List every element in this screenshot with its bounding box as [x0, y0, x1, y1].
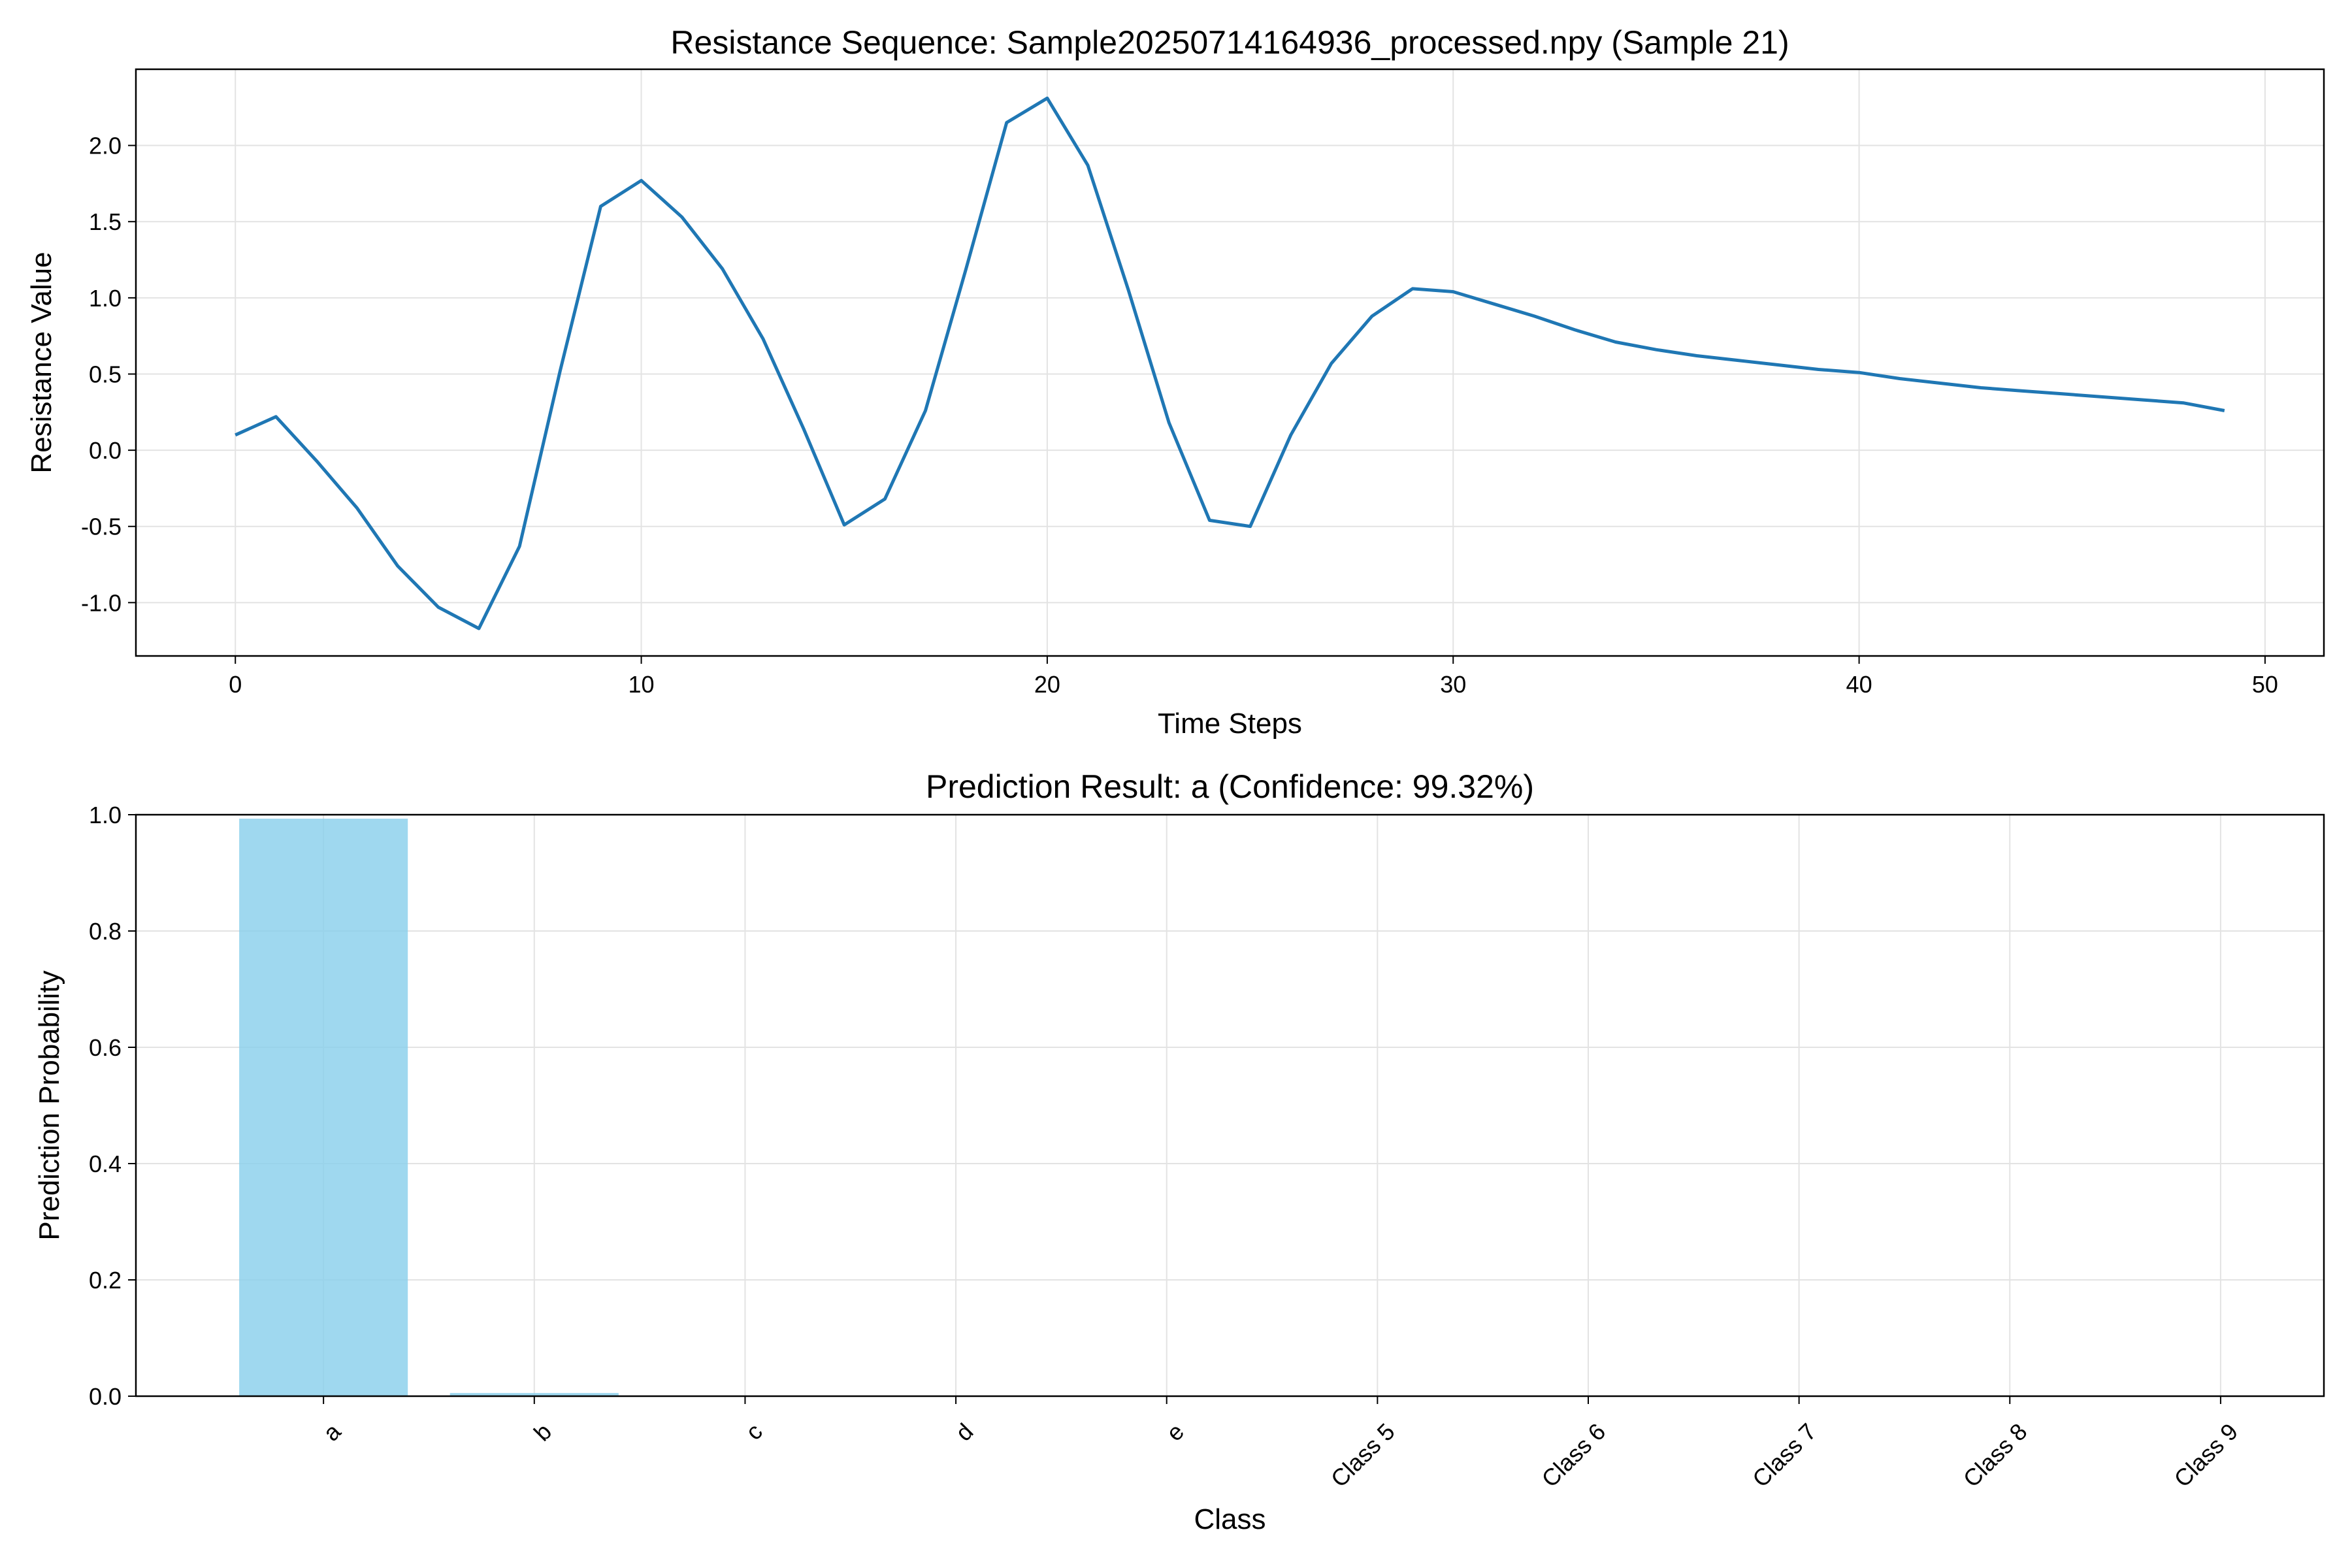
y-tick-label: 1.0: [89, 802, 122, 828]
y-tick-label: -0.5: [81, 514, 122, 540]
y-tick-label: 0.0: [89, 1383, 122, 1410]
prediction-bars: [239, 819, 2095, 1396]
y-tick-label: 2.0: [89, 133, 122, 159]
line-chart-x-axis-label: Time Steps: [1158, 708, 1302, 740]
y-tick-label: 0.2: [89, 1267, 122, 1294]
line-chart-frame: [135, 68, 2325, 657]
x-tick-label: 40: [1846, 671, 1872, 698]
y-tick-label: 0.6: [89, 1034, 122, 1061]
bar-b: [449, 1393, 619, 1396]
bar-a: [239, 819, 408, 1396]
bar-chart-frame: [135, 813, 2325, 1397]
y-tick-label: 0.5: [89, 361, 122, 387]
line-chart-y-axis-label: Resistance Value: [25, 252, 57, 473]
x-tick-label: 0: [229, 671, 242, 698]
y-tick-label: -1.0: [81, 589, 122, 616]
x-tick-label: 10: [629, 671, 655, 698]
resistance-sequence-chart: 0 10 20 30 40 50 -1.0 -0.5 0.0 0.5 1.0 1.5 2.0 Resis…: [25, 24, 2325, 740]
bar-chart-x-axis-label: Class: [1194, 1503, 1266, 1535]
y-tick-label: 1.0: [89, 285, 122, 312]
x-tick-label: 20: [1034, 671, 1060, 698]
y-tick-label: 0.0: [89, 437, 122, 464]
line-chart-title: Resistance Sequence: Sample2025071416493…: [670, 24, 1789, 61]
y-tick-label: 0.8: [89, 918, 122, 945]
y-tick-label: 0.4: [89, 1151, 122, 1177]
line-chart-ticks: 0 10 20 30 40 50 -1.0 -0.5 0.0 0.5 1.0 1.5 2.0: [81, 133, 2278, 698]
resistance-series: [235, 96, 2225, 630]
x-tick-label: 50: [2252, 671, 2278, 698]
bar-chart-y-axis-label: Prediction Probability: [33, 970, 65, 1240]
x-tick-label: 30: [1440, 671, 1466, 698]
y-tick-label: 1.5: [89, 208, 122, 235]
line-chart-grid: [136, 69, 2324, 656]
resistance-line: [235, 96, 2225, 630]
bar-chart-title: Prediction Result: a (Confidence: 99.32%…: [926, 768, 1534, 805]
